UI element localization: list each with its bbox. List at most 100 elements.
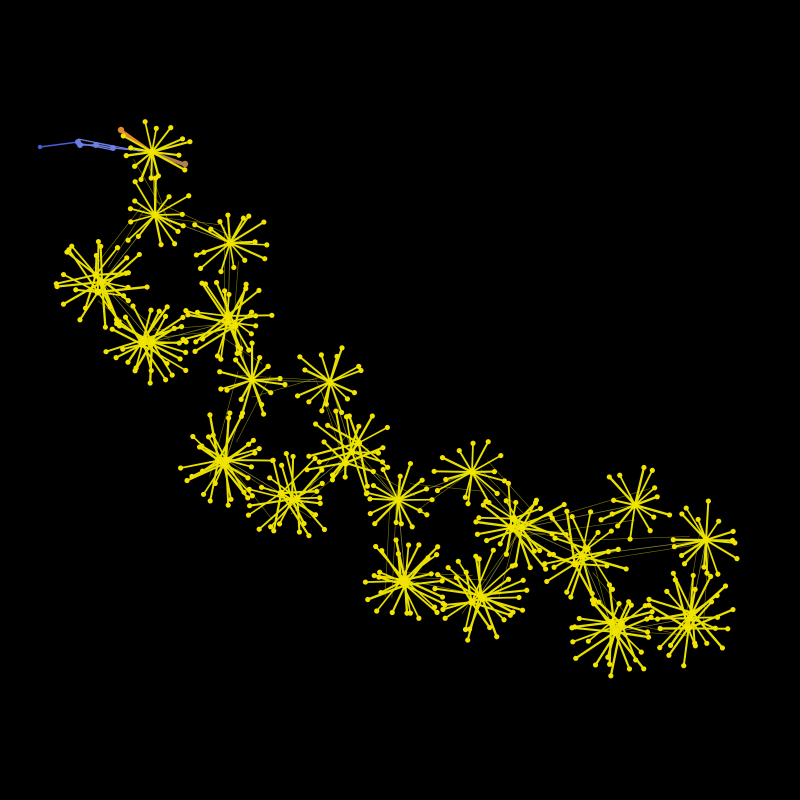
leaf-node bbox=[250, 493, 255, 498]
hub-node bbox=[149, 339, 156, 346]
leaf-node bbox=[434, 552, 439, 557]
leaf-node bbox=[66, 247, 71, 252]
leaf-node bbox=[356, 424, 361, 429]
leaf-node bbox=[604, 563, 609, 568]
cluster-edge bbox=[434, 471, 472, 472]
leaf-node bbox=[339, 345, 344, 350]
leaf-node bbox=[432, 586, 437, 591]
leaf-node bbox=[492, 469, 497, 474]
leaf-node bbox=[393, 537, 398, 542]
leaf-node bbox=[465, 501, 470, 506]
leaf-node bbox=[257, 355, 262, 360]
leaf-node bbox=[284, 451, 289, 456]
leaf-node bbox=[598, 517, 603, 522]
hub-node bbox=[152, 212, 159, 219]
leaf-node bbox=[318, 501, 323, 506]
leaf-node bbox=[317, 495, 322, 500]
hub-node bbox=[94, 289, 101, 296]
hub-node bbox=[149, 149, 156, 156]
leaf-node bbox=[513, 562, 518, 567]
leaf-node bbox=[144, 284, 149, 289]
leaf-node bbox=[121, 133, 126, 138]
leaf-node bbox=[609, 528, 614, 533]
leaf-node bbox=[180, 212, 185, 217]
leaf-node bbox=[376, 575, 381, 580]
leaf-node bbox=[495, 491, 500, 496]
leaf-node bbox=[245, 495, 250, 500]
leaf-node bbox=[306, 454, 311, 459]
chain-node bbox=[118, 127, 124, 133]
leaf-node bbox=[443, 477, 448, 482]
chain-node bbox=[38, 145, 42, 149]
leaf-node bbox=[183, 308, 188, 313]
leaf-node bbox=[573, 656, 578, 661]
leaf-node bbox=[325, 423, 330, 428]
leaf-node bbox=[595, 530, 600, 535]
leaf-node bbox=[432, 604, 437, 609]
hub-node bbox=[231, 323, 238, 330]
leaf-node bbox=[194, 252, 199, 257]
leaf-node bbox=[246, 513, 251, 518]
leaf-node bbox=[208, 498, 213, 503]
cluster-edge bbox=[482, 597, 519, 598]
leaf-node bbox=[302, 367, 307, 372]
leaf-node bbox=[168, 125, 173, 130]
leaf-node bbox=[187, 139, 192, 144]
leaf-node bbox=[256, 288, 261, 293]
leaf-node bbox=[149, 175, 154, 180]
hub-node bbox=[221, 460, 228, 467]
leaf-node bbox=[249, 340, 254, 345]
cluster-edge bbox=[152, 342, 179, 343]
leaf-node bbox=[83, 306, 88, 311]
leaf-node bbox=[154, 126, 159, 131]
leaf-node bbox=[363, 579, 368, 584]
leaf-node bbox=[606, 549, 611, 554]
leaf-node bbox=[410, 524, 415, 529]
hub-node bbox=[469, 469, 476, 476]
leaf-node bbox=[550, 516, 555, 521]
leaf-node bbox=[249, 464, 254, 469]
leaf-node bbox=[693, 587, 698, 592]
leaf-node bbox=[183, 350, 188, 355]
leaf-node bbox=[715, 593, 720, 598]
leaf-node bbox=[483, 499, 488, 504]
leaf-node bbox=[137, 252, 142, 257]
leaf-node bbox=[570, 639, 575, 644]
leaf-node bbox=[394, 520, 399, 525]
leaf-node bbox=[319, 408, 324, 413]
leaf-node bbox=[133, 179, 138, 184]
hub-node bbox=[215, 457, 222, 464]
leaf-node bbox=[616, 601, 621, 606]
leaf-node bbox=[295, 393, 300, 398]
leaf-node bbox=[312, 456, 317, 461]
leaf-node bbox=[193, 339, 198, 344]
leaf-node bbox=[282, 382, 287, 387]
hub-node bbox=[508, 524, 515, 531]
leaf-node bbox=[646, 597, 651, 602]
leaf-node bbox=[570, 514, 575, 519]
leaf-node bbox=[429, 497, 434, 502]
leaf-node bbox=[252, 239, 257, 244]
leaf-node bbox=[615, 523, 620, 528]
hub-node bbox=[703, 537, 710, 544]
leaf-node bbox=[704, 641, 709, 646]
leaf-node bbox=[304, 467, 309, 472]
hub-node bbox=[398, 578, 405, 585]
leaf-node bbox=[486, 439, 491, 444]
leaf-node bbox=[520, 608, 525, 613]
hub-node bbox=[632, 502, 639, 509]
cluster-edge bbox=[230, 242, 255, 243]
leaf-node bbox=[533, 500, 538, 505]
leaf-node bbox=[506, 481, 511, 486]
leaf-node bbox=[198, 266, 203, 271]
leaf-node bbox=[143, 119, 148, 124]
leaf-node bbox=[374, 608, 379, 613]
leaf-node bbox=[249, 309, 254, 314]
leaf-node bbox=[464, 570, 469, 575]
hub-node bbox=[479, 595, 486, 602]
leaf-node bbox=[252, 450, 257, 455]
leaf-node bbox=[268, 390, 273, 395]
leaf-node bbox=[404, 611, 409, 616]
leaf-node bbox=[251, 438, 256, 443]
hub-node bbox=[99, 279, 106, 286]
